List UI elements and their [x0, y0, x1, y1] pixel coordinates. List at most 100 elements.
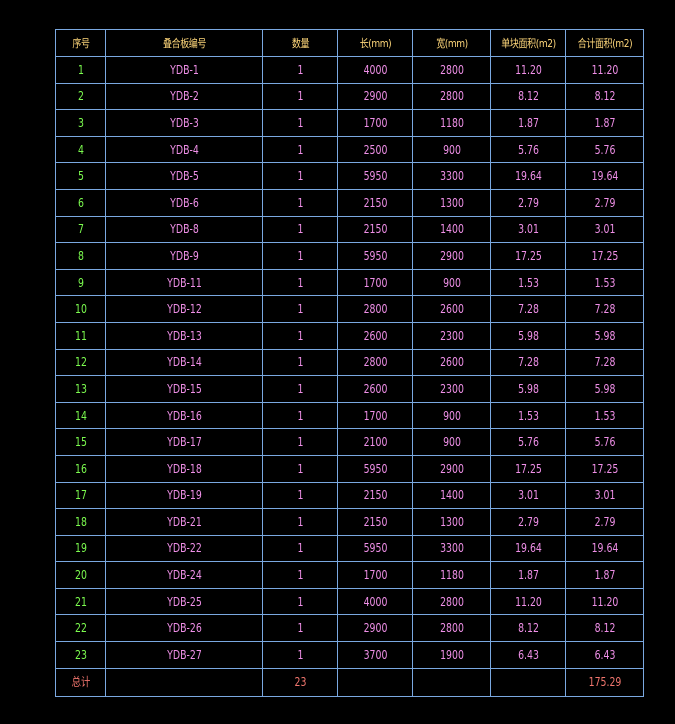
row-quantity: 1 — [270, 428, 330, 456]
row-total-area: 1.53 — [573, 401, 636, 430]
row-unit-area: 5.76 — [498, 135, 558, 164]
row-unit-area: 3.01 — [498, 215, 558, 244]
row-total-area: 1.87 — [573, 561, 636, 589]
row-width: 2800 — [420, 614, 483, 643]
table-row: 20 YDB-24 1 1700 1180 1.87 1.87 — [56, 561, 644, 589]
row-sequence: 20 — [60, 561, 101, 589]
table-row: 21 YDB-25 1 4000 2800 11.20 11.20 — [56, 587, 644, 616]
row-unit-area: 19.64 — [498, 162, 558, 190]
row-slab-mark: YDB-5 — [122, 162, 246, 190]
table-row: 6 YDB-6 1 2150 1300 2.79 2.79 — [56, 188, 644, 217]
row-total-area: 8.12 — [573, 82, 636, 111]
column-header-width: 宽(mm) — [419, 29, 484, 57]
table-row: 4 YDB-4 1 2500 900 5.76 5.76 — [56, 135, 644, 164]
row-sequence: 18 — [60, 508, 101, 536]
row-unit-area: 7.28 — [498, 295, 558, 323]
row-sequence: 1 — [60, 56, 101, 84]
row-slab-mark: YDB-19 — [122, 481, 246, 510]
column-header-total-area: 合计面积(m2) — [572, 29, 637, 57]
row-length: 2150 — [345, 481, 405, 510]
table-row: 16 YDB-18 1 5950 2900 17.25 17.25 — [56, 454, 644, 483]
row-width: 2600 — [420, 295, 483, 323]
row-width: 2800 — [420, 56, 483, 84]
table-row: 8 YDB-9 1 5950 2900 17.25 17.25 — [56, 242, 644, 270]
table-row: 7 YDB-8 1 2150 1400 3.01 3.01 — [56, 215, 644, 244]
row-slab-mark: YDB-18 — [122, 454, 246, 483]
row-length: 2500 — [345, 135, 405, 164]
table-row: 12 YDB-14 1 2800 2600 7.28 7.28 — [56, 348, 644, 377]
row-width: 2900 — [420, 454, 483, 483]
row-length: 2800 — [345, 295, 405, 323]
row-length: 3700 — [345, 641, 405, 669]
row-sequence: 19 — [60, 534, 101, 563]
row-length: 5950 — [345, 534, 405, 563]
row-quantity: 1 — [270, 614, 330, 643]
row-length: 2150 — [345, 215, 405, 244]
row-width: 1300 — [420, 188, 483, 217]
row-length: 1700 — [345, 561, 405, 589]
row-length: 1700 — [345, 401, 405, 430]
row-length: 2600 — [345, 375, 405, 403]
row-total-area: 19.64 — [573, 162, 636, 190]
row-slab-mark: YDB-6 — [122, 188, 246, 217]
row-unit-area: 7.28 — [498, 348, 558, 377]
row-total-area: 11.20 — [573, 56, 636, 84]
row-slab-mark: YDB-14 — [122, 348, 246, 377]
row-unit-area: 5.98 — [498, 375, 558, 403]
table-row: 22 YDB-26 1 2900 2800 8.12 8.12 — [56, 614, 644, 643]
row-quantity: 1 — [270, 401, 330, 430]
row-width: 2800 — [420, 82, 483, 111]
table-row: 19 YDB-22 1 5950 3300 19.64 19.64 — [56, 534, 644, 563]
row-slab-mark: YDB-9 — [122, 242, 246, 270]
row-quantity: 1 — [270, 162, 330, 190]
row-width: 900 — [420, 135, 483, 164]
row-unit-area: 17.25 — [498, 242, 558, 270]
row-total-area: 7.28 — [573, 348, 636, 377]
row-sequence: 14 — [60, 401, 101, 430]
row-total-area: 6.43 — [573, 641, 636, 669]
row-unit-area: 11.20 — [498, 587, 558, 616]
row-length: 2900 — [345, 82, 405, 111]
row-unit-area: 8.12 — [498, 614, 558, 643]
row-quantity: 1 — [270, 348, 330, 377]
row-sequence: 12 — [60, 348, 101, 377]
row-total-area: 5.98 — [573, 321, 636, 350]
table-footer: 总计 23 175.29 — [56, 667, 644, 697]
row-total-area: 5.76 — [573, 428, 636, 456]
row-quantity: 1 — [270, 135, 330, 164]
row-length: 2800 — [345, 348, 405, 377]
row-slab-mark: YDB-27 — [122, 641, 246, 669]
row-quantity: 1 — [270, 508, 330, 536]
row-length: 5950 — [345, 162, 405, 190]
total-label: 总计 — [60, 667, 101, 697]
table-row: 17 YDB-19 1 2150 1400 3.01 3.01 — [56, 481, 644, 510]
row-unit-area: 1.87 — [498, 109, 558, 137]
row-length: 4000 — [345, 56, 405, 84]
table-row: 3 YDB-3 1 1700 1180 1.87 1.87 — [56, 109, 644, 137]
row-sequence: 4 — [60, 135, 101, 164]
row-total-area: 2.79 — [573, 188, 636, 217]
row-total-area: 1.87 — [573, 109, 636, 137]
row-quantity: 1 — [270, 109, 330, 137]
row-total-area: 8.12 — [573, 614, 636, 643]
row-unit-area: 5.76 — [498, 428, 558, 456]
row-slab-mark: YDB-3 — [122, 109, 246, 137]
row-total-area: 11.20 — [573, 587, 636, 616]
row-quantity: 1 — [270, 56, 330, 84]
row-total-area: 5.98 — [573, 375, 636, 403]
table-row: 10 YDB-12 1 2800 2600 7.28 7.28 — [56, 295, 644, 323]
row-quantity: 1 — [270, 242, 330, 270]
total-row: 总计 23 175.29 — [56, 667, 644, 697]
row-sequence: 8 — [60, 242, 101, 270]
row-total-area: 3.01 — [573, 215, 636, 244]
row-slab-mark: YDB-17 — [122, 428, 246, 456]
row-width: 2300 — [420, 375, 483, 403]
table-body: 1 YDB-1 1 4000 2800 11.20 11.20 2 YDB-2 1 2900 2800… — [56, 56, 644, 669]
table-header: 序号 叠合板编号 数量 长(mm) 宽(mm) 单块面积(m2) 合计面积(m2… — [56, 29, 644, 57]
row-width: 1400 — [420, 481, 483, 510]
row-length: 1700 — [345, 109, 405, 137]
row-sequence: 23 — [60, 641, 101, 669]
row-length: 5950 — [345, 242, 405, 270]
row-quantity: 1 — [270, 188, 330, 217]
